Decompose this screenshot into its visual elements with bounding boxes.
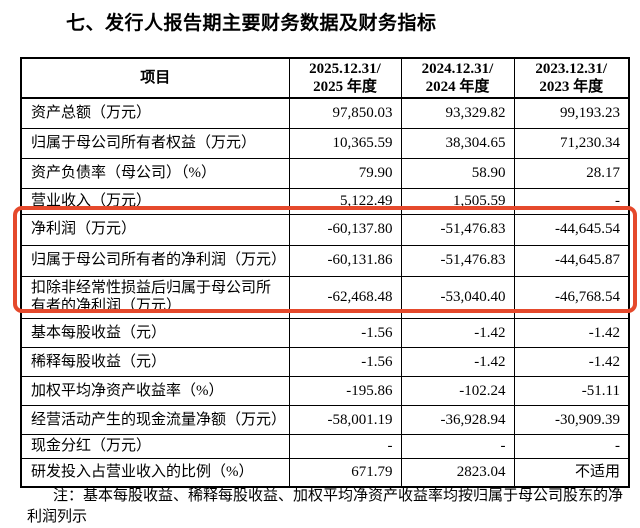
- row-label: 扣除非经常性损益后归属于母公司所有者的净利润（万元）: [20, 275, 290, 319]
- row-value: 99,193.23: [513, 97, 630, 129]
- financial-data-table: 项目 2025.12.31/ 2025 年度 2024.12.31/ 2024 …: [20, 57, 630, 489]
- row-label: 加权平均净资产收益率（%）: [20, 376, 290, 406]
- row-label: 归属于母公司所有者的净利润（万元）: [20, 244, 290, 277]
- footnote-line-2: 利润列示: [27, 509, 88, 525]
- column-header-item: 项目: [20, 57, 290, 99]
- row-label: 研发投入占营业收入的比例（%）: [20, 457, 290, 488]
- row-value: 不适用: [513, 457, 630, 488]
- row-label: 营业收入（万元）: [20, 187, 290, 215]
- row-label: 基本每股收益（元）: [20, 318, 290, 348]
- table-header-row: 项目 2025.12.31/ 2025 年度 2024.12.31/ 2024 …: [20, 57, 630, 99]
- column-header-period-2025: 2025.12.31/ 2025 年度: [288, 57, 402, 99]
- row-value: 10,365.59: [288, 127, 402, 159]
- row-value: 28.17: [513, 157, 630, 189]
- row-label: 净利润（万元）: [20, 213, 290, 246]
- row-value: -58,001.19: [288, 405, 402, 435]
- column-header-period-2024: 2024.12.31/ 2024 年度: [400, 57, 515, 99]
- row-value: -51,476.83: [400, 244, 515, 277]
- row-label: 资产总额（万元）: [20, 97, 290, 129]
- table-row-total-assets: 资产总额（万元） 97,850.03 93,329.82 99,193.23: [20, 97, 630, 129]
- row-label: 现金分红（万元）: [20, 434, 290, 459]
- row-value: 97,850.03: [288, 97, 402, 129]
- column-header-period-2023: 2023.12.31/ 2023 年度: [513, 57, 630, 99]
- table-row-basic-eps: 基本每股收益（元） -1.56 -1.42 -1.42: [20, 318, 630, 348]
- period-year: 2025 年度: [313, 79, 377, 95]
- row-value: -60,131.86: [288, 244, 402, 277]
- footnote: 注：基本每股收益、稀释每股收益、加权平均净资产收益率均按归属于母公司股东的净 利…: [27, 486, 633, 528]
- row-value: -53,040.40: [400, 275, 515, 319]
- row-value: -: [513, 434, 630, 459]
- row-value: 71,230.34: [513, 127, 630, 159]
- table-row-operating-revenue: 营业收入（万元） 5,122.49 1,505.59 -: [20, 187, 630, 215]
- row-value: -36,928.94: [400, 405, 515, 435]
- table-row-net-profit-excl-nonrecurring: 扣除非经常性损益后归属于母公司所有者的净利润（万元） -62,468.48 -5…: [20, 275, 630, 319]
- row-value: -1.42: [513, 318, 630, 348]
- table-row-parent-equity: 归属于母公司所有者权益（万元） 10,365.59 38,304.65 71,2…: [20, 127, 630, 159]
- row-value: -51,476.83: [400, 213, 515, 246]
- row-value: -102.24: [400, 376, 515, 406]
- row-value: 5,122.49: [288, 187, 402, 215]
- row-value: -1.56: [288, 318, 402, 348]
- table-row-net-profit: 净利润（万元） -60,137.80 -51,476.83 -44,645.54: [20, 213, 630, 246]
- table-row-operating-cashflow: 经营活动产生的现金流量净额（万元） -58,001.19 -36,928.94 …: [20, 405, 630, 435]
- row-value: -51.11: [513, 376, 630, 406]
- footnote-line-1: 注：基本每股收益、稀释每股收益、加权平均净资产收益率均按归属于母公司股东的净: [53, 488, 624, 504]
- row-value: -1.42: [400, 347, 515, 377]
- period-date: 2025.12.31/: [309, 61, 381, 77]
- table-row-diluted-eps: 稀释每股收益（元） -1.56 -1.42 -1.42: [20, 347, 630, 377]
- row-value: -1.42: [513, 347, 630, 377]
- row-value: -62,468.48: [288, 275, 402, 319]
- row-value: 671.79: [288, 457, 402, 488]
- table-row-debt-ratio: 资产负债率（母公司）（%） 79.90 58.90 28.17: [20, 157, 630, 189]
- row-value: -: [288, 434, 402, 459]
- row-value: 79.90: [288, 157, 402, 189]
- row-value: -195.86: [288, 376, 402, 406]
- document-page: { "title": "七、发行人报告期主要财务数据及财务指标", "table…: [13, 13, 637, 525]
- row-value: -: [513, 187, 630, 215]
- table-row-cash-dividend: 现金分红（万元） - - -: [20, 434, 630, 459]
- period-date: 2023.12.31/: [535, 61, 608, 77]
- page-title: 七、发行人报告期主要财务数据及财务指标: [66, 13, 437, 34]
- row-value: 1,505.59: [400, 187, 515, 215]
- row-value: -1.42: [400, 318, 515, 348]
- table-row-weighted-roe: 加权平均净资产收益率（%） -195.86 -102.24 -51.11: [20, 376, 630, 406]
- table-row-rd-ratio: 研发投入占营业收入的比例（%） 671.79 2823.04 不适用: [20, 457, 630, 488]
- period-year: 2023 年度: [539, 79, 604, 95]
- row-value: -1.56: [288, 347, 402, 377]
- row-value: 38,304.65: [400, 127, 515, 159]
- row-value: -46,768.54: [513, 275, 630, 319]
- row-value: 2823.04: [400, 457, 515, 488]
- table-row-net-profit-parent: 归属于母公司所有者的净利润（万元） -60,131.86 -51,476.83 …: [20, 244, 630, 277]
- row-label: 经营活动产生的现金流量净额（万元）: [20, 405, 290, 435]
- row-value: -: [400, 434, 515, 459]
- row-label: 归属于母公司所有者权益（万元）: [20, 127, 290, 159]
- row-label: 稀释每股收益（元）: [20, 347, 290, 377]
- row-value: -60,137.80: [288, 213, 402, 246]
- row-value: -30,909.39: [513, 405, 630, 435]
- row-value: 93,329.82: [400, 97, 515, 129]
- row-value: -44,645.87: [513, 244, 630, 277]
- row-label: 资产负债率（母公司）（%）: [20, 157, 290, 189]
- row-value: 58.90: [400, 157, 515, 189]
- period-year: 2024 年度: [425, 79, 490, 95]
- period-date: 2024.12.31/: [421, 61, 494, 77]
- row-value: -44,645.54: [513, 213, 630, 246]
